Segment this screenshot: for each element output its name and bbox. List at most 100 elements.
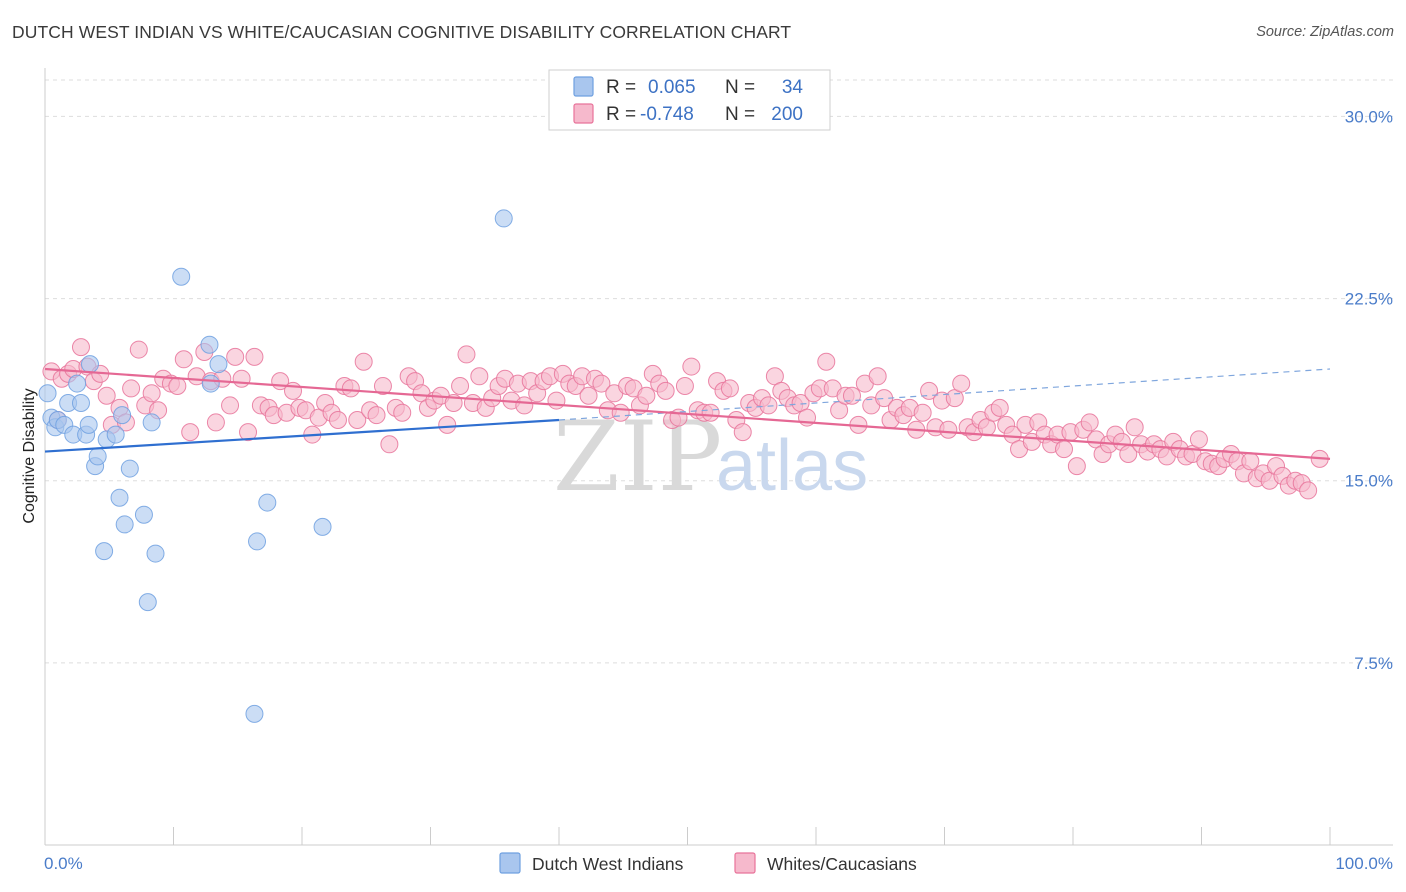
y-tick-label-1: 15.0% bbox=[1345, 472, 1393, 491]
chart-title: DUTCH WEST INDIAN VS WHITE/CAUCASIAN COG… bbox=[12, 22, 792, 42]
point-white-51 bbox=[367, 406, 386, 425]
point-white-148 bbox=[990, 398, 1009, 417]
point-white-121 bbox=[817, 352, 836, 371]
point-white-196 bbox=[1299, 481, 1318, 500]
point-dutch-30 bbox=[248, 532, 267, 551]
point-white-47 bbox=[341, 379, 360, 398]
point-white-106 bbox=[720, 379, 739, 398]
point-white-100 bbox=[682, 357, 701, 376]
point-white-65 bbox=[457, 345, 476, 364]
point-white-49 bbox=[354, 352, 373, 371]
point-white-162 bbox=[1080, 413, 1099, 432]
bottom-legend-label-white: Whites/Caucasians bbox=[767, 854, 917, 874]
bottom-legend-label-dutch: Dutch West Indians bbox=[532, 854, 684, 874]
point-white-79 bbox=[547, 391, 566, 410]
point-dutch-19 bbox=[115, 515, 134, 534]
point-white-67 bbox=[470, 367, 489, 386]
legend-n-value-dutch: 34 bbox=[782, 77, 804, 98]
point-white-5 bbox=[71, 338, 90, 357]
point-white-14 bbox=[129, 340, 148, 359]
legend-n-label-dutch: N = bbox=[725, 77, 755, 98]
x-tick-label-1: 100.0% bbox=[1335, 854, 1393, 873]
point-white-48 bbox=[348, 411, 367, 429]
point-white-89 bbox=[611, 403, 630, 422]
point-dutch-26 bbox=[200, 335, 219, 354]
point-dutch-23 bbox=[142, 413, 161, 432]
point-dutch-18 bbox=[113, 406, 132, 425]
legend-n-label-white: N = bbox=[725, 104, 755, 125]
point-dutch-25 bbox=[172, 267, 191, 286]
point-white-179 bbox=[1189, 430, 1208, 449]
point-white-20 bbox=[168, 377, 187, 395]
point-white-129 bbox=[868, 367, 887, 386]
point-white-55 bbox=[393, 403, 412, 422]
point-dutch-32 bbox=[313, 517, 332, 536]
point-dutch-7 bbox=[68, 374, 87, 393]
point-dutch-24 bbox=[146, 544, 165, 563]
point-dutch-29 bbox=[245, 704, 264, 723]
point-white-29 bbox=[226, 347, 245, 366]
correlation-legend: R = 0.065 N = 34 R = -0.748 N = 200 bbox=[548, 69, 831, 131]
y-tick-label-0: 7.5% bbox=[1354, 654, 1393, 673]
legend-n-value-white: 200 bbox=[771, 104, 803, 125]
point-dutch-27 bbox=[201, 374, 220, 393]
legend-r-value-dutch: 0.065 bbox=[648, 77, 696, 98]
point-dutch-20 bbox=[120, 459, 139, 478]
point-white-142 bbox=[952, 374, 971, 393]
axes bbox=[44, 68, 1393, 846]
point-dutch-11 bbox=[80, 355, 99, 374]
point-white-169 bbox=[1125, 418, 1144, 437]
point-white-74 bbox=[515, 396, 534, 415]
point-dutch-16 bbox=[106, 425, 125, 444]
trend-line-dutch bbox=[44, 418, 560, 453]
point-white-28 bbox=[221, 396, 240, 415]
point-white-112 bbox=[759, 396, 778, 415]
gridlines bbox=[45, 79, 1393, 664]
point-white-125 bbox=[842, 386, 861, 405]
point-dutch-0 bbox=[38, 384, 57, 403]
point-white-13 bbox=[122, 379, 141, 398]
point-white-62 bbox=[438, 415, 457, 434]
point-white-96 bbox=[656, 381, 675, 400]
x-tick-label-0: 0.0% bbox=[44, 854, 83, 873]
legend-r-value-white: -0.748 bbox=[640, 104, 694, 125]
legend-swatch-dutch bbox=[573, 76, 594, 97]
point-white-158 bbox=[1055, 440, 1074, 459]
point-dutch-21 bbox=[134, 505, 153, 524]
point-white-32 bbox=[245, 347, 264, 366]
bottom-legend-swatch-white bbox=[734, 852, 756, 874]
point-white-187 bbox=[1241, 452, 1260, 471]
y-tick-label-2: 22.5% bbox=[1345, 290, 1393, 309]
point-white-64 bbox=[451, 377, 470, 395]
point-white-53 bbox=[380, 435, 399, 454]
point-dutch-31 bbox=[258, 493, 277, 512]
point-dutch-33 bbox=[494, 209, 513, 228]
y-tick-label-3: 30.0% bbox=[1345, 107, 1393, 126]
watermark-zip: ZIP bbox=[553, 401, 722, 513]
point-white-52 bbox=[373, 377, 392, 395]
point-white-30 bbox=[232, 369, 251, 388]
point-dutch-22 bbox=[138, 593, 157, 612]
bottom-legend-swatch-dutch bbox=[499, 852, 521, 874]
legend-r-label-dutch: R = bbox=[606, 77, 636, 98]
point-dutch-14 bbox=[95, 542, 114, 561]
point-white-86 bbox=[592, 374, 611, 393]
point-white-93 bbox=[637, 386, 656, 405]
point-dutch-17 bbox=[110, 488, 129, 507]
series-legend: Dutch West Indians Whites/Caucasians bbox=[499, 852, 917, 874]
legend-box bbox=[548, 69, 831, 131]
point-white-16 bbox=[142, 384, 161, 403]
point-dutch-28 bbox=[209, 355, 228, 374]
y-axis-label: Cognitive Disability bbox=[21, 388, 38, 523]
point-white-26 bbox=[206, 413, 225, 432]
point-dutch-10 bbox=[79, 415, 98, 434]
point-white-99 bbox=[675, 377, 694, 395]
source-label: Source: ZipAtlas.com bbox=[1256, 24, 1394, 40]
trend-line-white bbox=[44, 367, 1331, 460]
point-dutch-13 bbox=[88, 447, 107, 466]
point-white-9 bbox=[97, 386, 116, 405]
point-white-31 bbox=[239, 423, 258, 442]
point-white-160 bbox=[1067, 457, 1086, 476]
point-white-84 bbox=[579, 386, 598, 405]
